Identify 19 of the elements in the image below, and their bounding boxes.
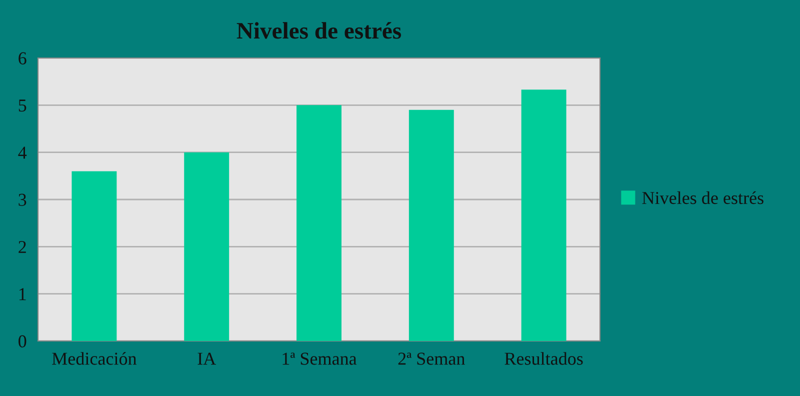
chart-title: Niveles de estrés: [236, 22, 402, 39]
bar: [521, 90, 566, 341]
x-tick-label: 2ª Seman: [398, 352, 465, 365]
y-tick-label: 1: [19, 288, 26, 300]
y-tick-label: 6: [18, 52, 26, 64]
y-tick-label: 0: [18, 335, 26, 348]
x-tick-label: Resultados: [504, 352, 583, 365]
y-tick-label: 4: [18, 146, 27, 159]
x-tick-label: 1ª Semana: [282, 352, 357, 365]
bar: [296, 105, 342, 341]
y-tick-label: 3: [18, 194, 26, 206]
y-tick-label: 5: [18, 100, 26, 112]
x-tick-label: Medicación: [52, 352, 137, 365]
bar: [72, 171, 117, 341]
legend-label: Niveles de estrés: [642, 191, 764, 204]
y-tick-label: 2: [18, 240, 26, 253]
bar: [184, 152, 230, 341]
x-tick-label: IA: [198, 352, 216, 365]
bar: [408, 110, 454, 341]
